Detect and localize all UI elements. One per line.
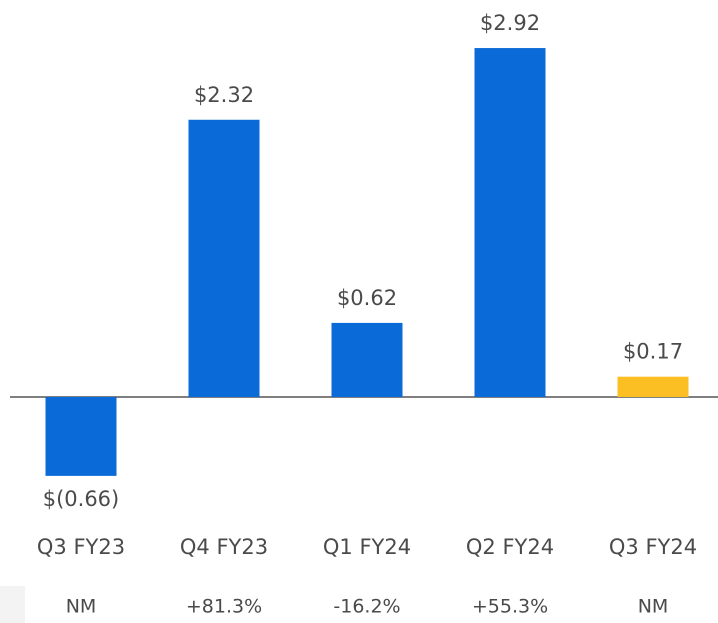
bar (474, 48, 546, 398)
value-label: $0.17 (623, 340, 683, 364)
value-label: $2.92 (480, 11, 540, 35)
value-label: $2.32 (194, 83, 254, 107)
growth-label: -16.2% (333, 596, 400, 618)
growth-label: +81.3% (186, 596, 262, 618)
value-label: $(0.66) (43, 487, 120, 511)
bar (331, 322, 403, 397)
growth-label: NM (66, 596, 97, 618)
x-tick-label: Q3 FY24 (609, 535, 697, 559)
x-tick-label: Q3 FY23 (37, 535, 125, 559)
x-tick-label: Q4 FY23 (180, 535, 268, 559)
bar (188, 119, 260, 397)
value-label: $0.62 (337, 286, 397, 310)
growth-label: NM (638, 596, 669, 618)
x-tick-label: Q2 FY24 (466, 535, 554, 559)
row-marker (0, 586, 25, 623)
bar (617, 376, 689, 397)
x-tick-label: Q1 FY24 (323, 535, 411, 559)
growth-label: +55.3% (472, 596, 548, 618)
bar (45, 397, 117, 476)
